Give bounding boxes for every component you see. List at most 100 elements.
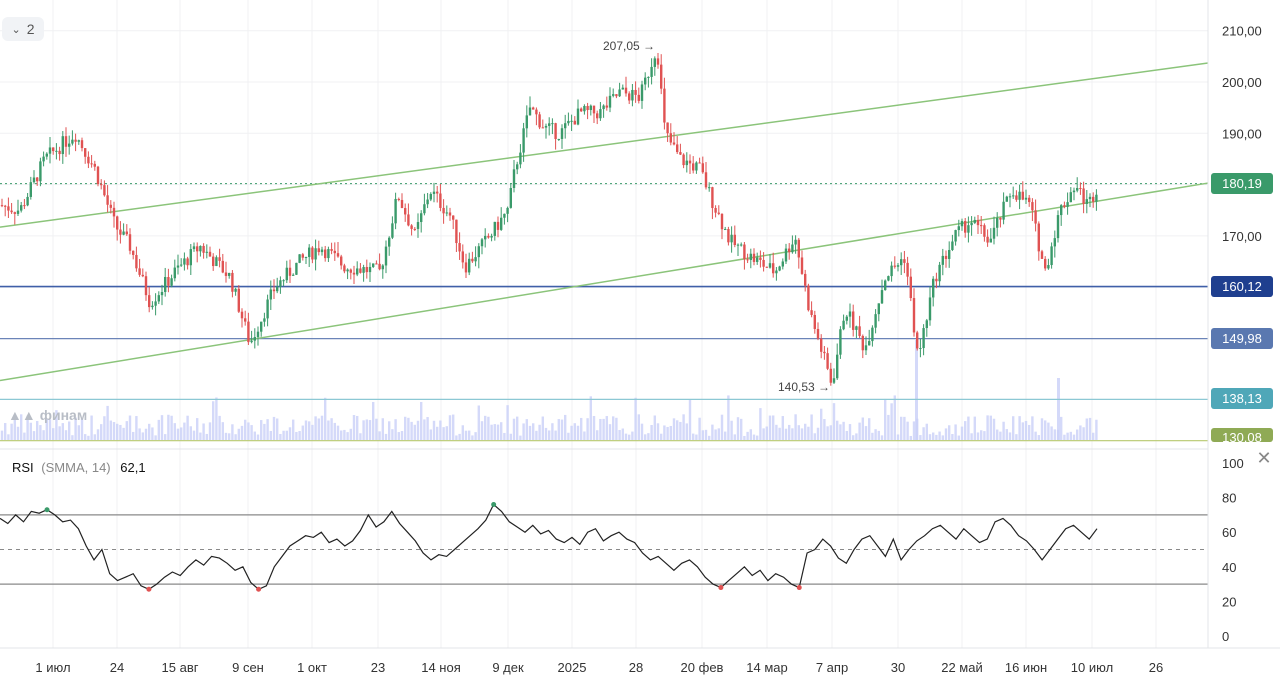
volume-bar — [564, 414, 567, 440]
volume-bar — [868, 418, 871, 440]
candle-body — [231, 272, 234, 292]
volume-bar — [528, 425, 532, 440]
candle-body — [164, 277, 167, 292]
candle-body — [388, 237, 391, 247]
candle-body — [474, 257, 477, 262]
candle-body — [381, 265, 384, 270]
candle-body — [653, 58, 656, 67]
candle-body — [404, 208, 407, 215]
candle-body — [16, 210, 20, 214]
candle-body — [247, 321, 250, 343]
candle-body — [122, 231, 125, 235]
candle-body — [128, 234, 132, 251]
candle-body — [256, 331, 260, 338]
volume-bar — [170, 415, 173, 440]
candle-body — [199, 245, 202, 252]
volume-bar — [640, 423, 644, 440]
rsi-tick-label: 20 — [1222, 594, 1236, 609]
y-tick-label: 170,00 — [1222, 229, 1262, 244]
candle-body — [23, 205, 26, 207]
volume-bar — [884, 398, 887, 440]
candle-body — [922, 328, 925, 349]
candle-body — [458, 243, 461, 252]
close-rsi-icon[interactable]: ✕ — [1256, 448, 1272, 468]
candle-body — [532, 107, 535, 110]
volume-bar — [1076, 429, 1079, 440]
candle-body — [426, 199, 429, 205]
collapse-count: 2 — [26, 21, 35, 37]
volume-bar — [877, 430, 880, 440]
volume-bar — [676, 420, 679, 440]
volume-bar — [557, 419, 560, 440]
candle-body — [352, 272, 356, 275]
volume-bar — [71, 435, 74, 440]
rsi-oversold-mark — [256, 586, 262, 592]
candle-body — [90, 163, 93, 165]
volume-bar — [208, 422, 212, 440]
candle-body — [599, 109, 602, 119]
volume-bar — [416, 420, 420, 440]
candle-body — [410, 225, 413, 229]
candle-body — [631, 89, 634, 101]
volume-bar — [1021, 422, 1024, 440]
candle-body — [39, 161, 42, 182]
volume-bar — [192, 430, 196, 440]
volume-bar — [909, 435, 912, 440]
volume-bar — [903, 416, 906, 440]
candle-body — [224, 272, 228, 276]
volume-bar — [512, 418, 516, 440]
volume-bar — [816, 427, 820, 440]
candle-body — [973, 219, 976, 223]
candle-body — [272, 289, 276, 292]
volume-bar — [484, 415, 487, 440]
candle-body — [669, 133, 672, 143]
y-tick-label: 200,00 — [1222, 75, 1262, 90]
volume-bar — [394, 419, 397, 440]
candle-body — [221, 260, 224, 273]
candle-body — [468, 258, 471, 273]
volume-bar — [199, 432, 202, 440]
volume-bar — [263, 423, 266, 440]
volume-bar — [250, 425, 253, 440]
candle-body — [368, 266, 372, 273]
candle-body — [144, 276, 148, 296]
volume-bar — [215, 397, 218, 440]
volume-bar — [0, 430, 4, 440]
candle-body — [445, 212, 448, 214]
volume-bar — [839, 424, 842, 440]
volume-bar — [445, 426, 448, 440]
trend-lines — [0, 62, 1209, 382]
volume-bar — [1044, 420, 1047, 440]
candle-body — [884, 280, 887, 291]
volume-bar — [112, 422, 116, 440]
candle-body — [989, 238, 992, 243]
volume-bar — [151, 427, 154, 440]
candle-body — [733, 234, 736, 246]
volume-bar — [893, 395, 896, 440]
volume-bar — [1082, 427, 1085, 440]
volume-bar — [724, 431, 727, 440]
volume-bar — [244, 419, 247, 440]
rsi-tick-label: 60 — [1222, 525, 1236, 540]
volume-bars — [0, 340, 1098, 440]
candle-body — [695, 162, 698, 171]
volume-bar — [1028, 424, 1031, 440]
candle-body — [608, 95, 612, 108]
candle-body — [797, 239, 800, 258]
candle-body — [1044, 258, 1047, 269]
candle-body — [762, 259, 765, 267]
candle-body — [592, 105, 596, 114]
candle-body — [375, 263, 378, 265]
candle-body — [900, 259, 903, 266]
candle-body — [554, 123, 557, 140]
volume-bar — [596, 430, 599, 440]
volume-bar — [986, 415, 989, 440]
candle-body — [391, 223, 394, 238]
collapse-indicators-button[interactable]: ⌄ 2 — [2, 17, 44, 41]
x-tick-label: 20 фев — [681, 660, 724, 675]
volume-bar — [829, 425, 832, 440]
volume-bar — [1015, 434, 1018, 440]
candle-body — [135, 254, 138, 269]
candle-body — [644, 77, 647, 85]
candle-body — [749, 253, 752, 260]
